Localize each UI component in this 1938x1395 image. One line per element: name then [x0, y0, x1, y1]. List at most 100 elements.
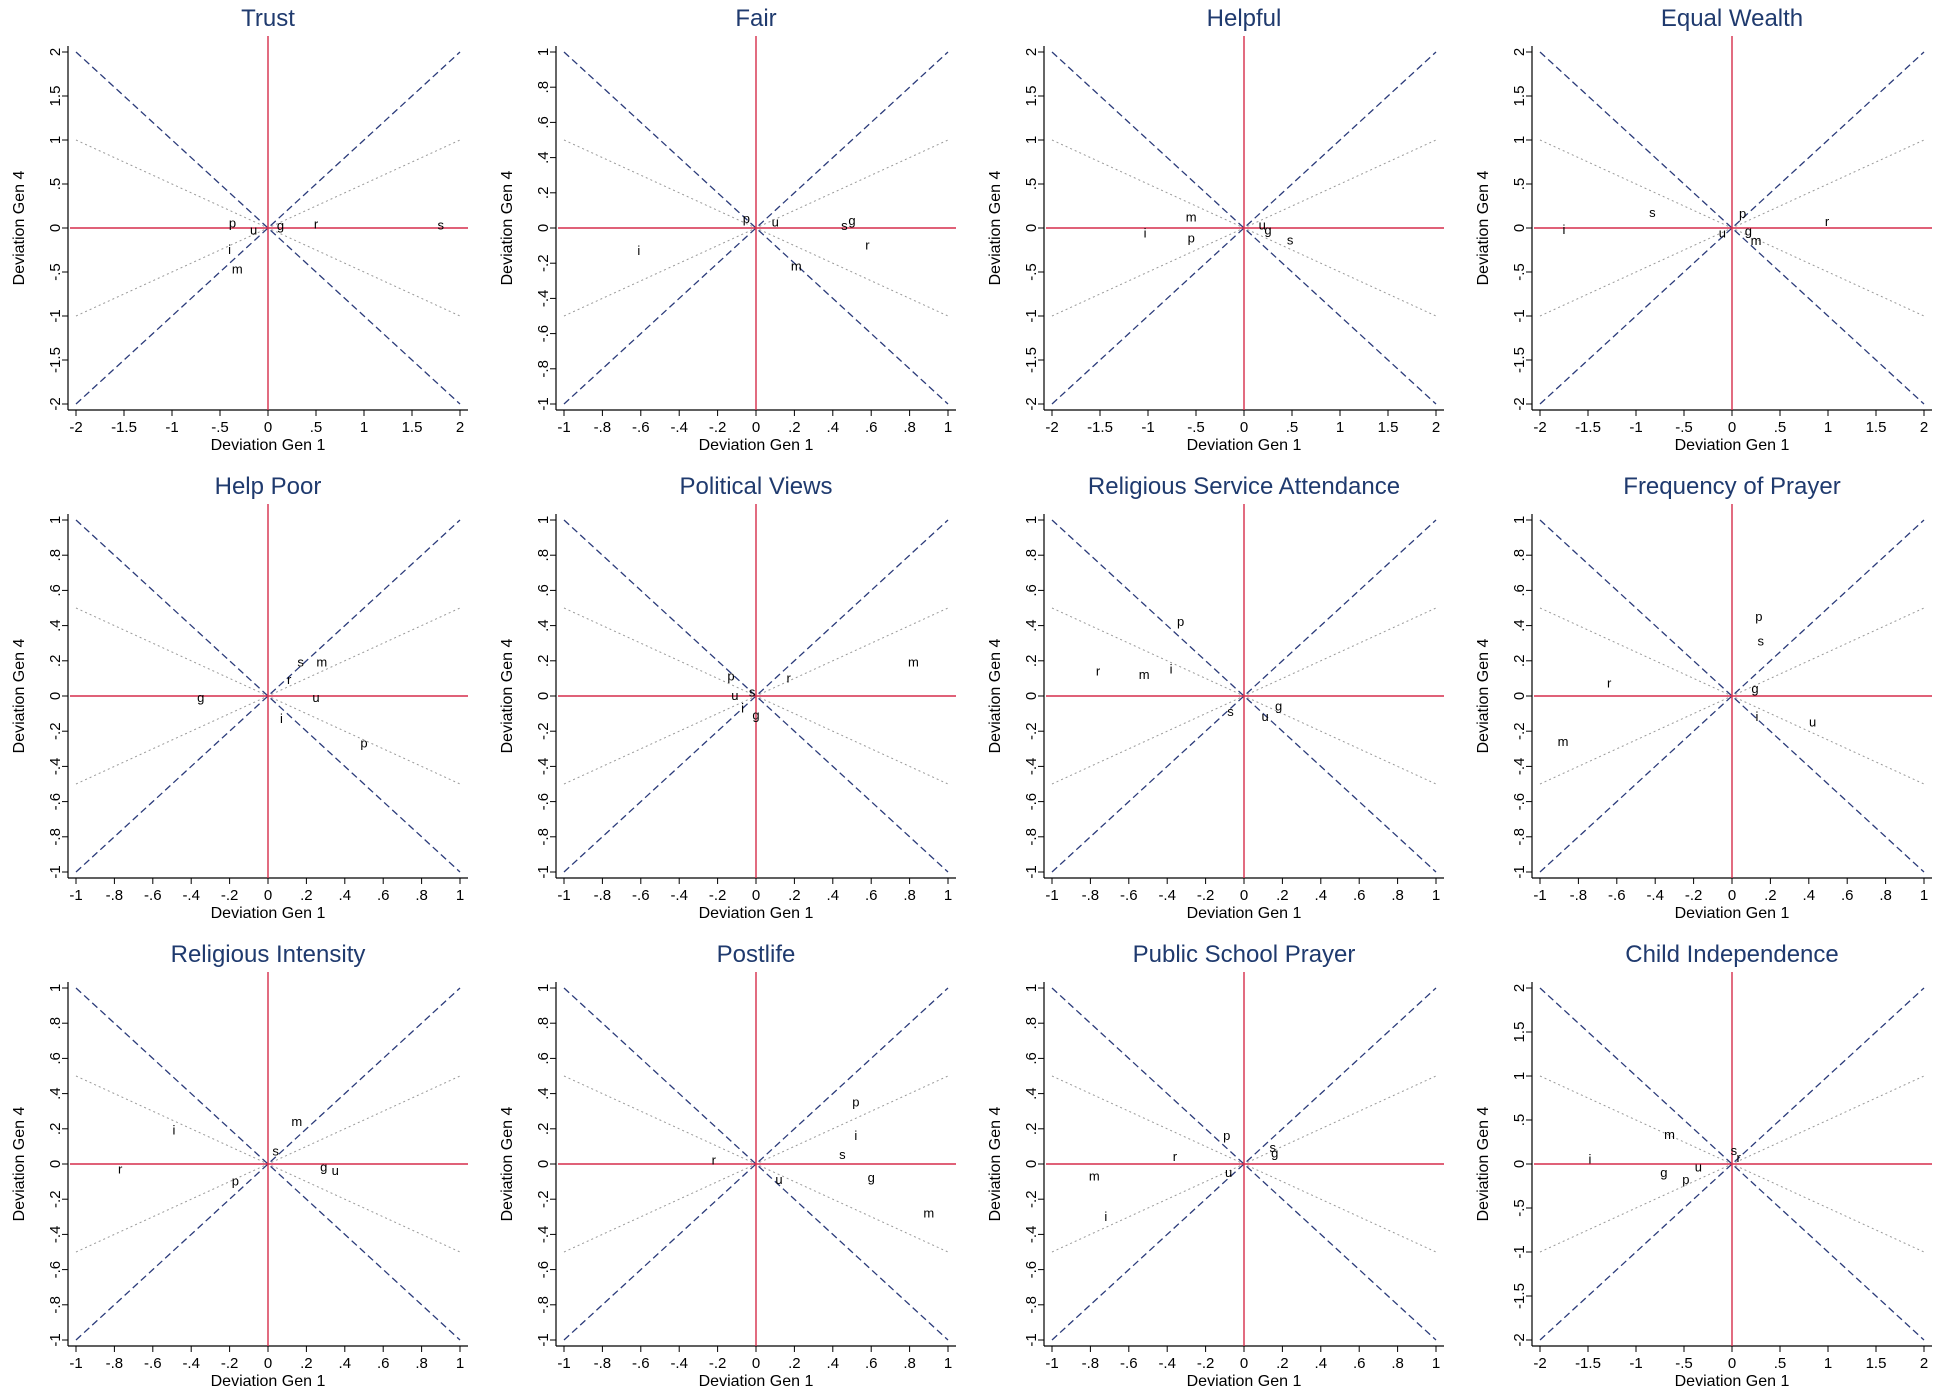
y-tick-label: .6 [1023, 584, 1040, 597]
data-point-g: g [868, 1170, 875, 1185]
y-tick-label: 1 [47, 516, 64, 524]
x-tick-label: -1.5 [111, 419, 137, 436]
y-tick-label: -.8 [47, 828, 64, 846]
y-tick-label: .5 [1511, 1114, 1528, 1127]
y-tick-label: .6 [535, 1052, 552, 1065]
y-tick-label: .4 [1511, 619, 1528, 632]
y-tick-label: .2 [47, 1123, 64, 1136]
data-point-r: r [1737, 1150, 1742, 1165]
x-tick-label: 1 [944, 419, 952, 436]
data-point-r: r [287, 672, 292, 687]
x-tick-label: -.2 [1197, 887, 1215, 904]
y-tick-label: .4 [1023, 619, 1040, 632]
x-tick-label: -.8 [1570, 887, 1588, 904]
y-tick-label: .4 [535, 151, 552, 164]
y-tick-label: -.6 [535, 1261, 552, 1279]
panel-3: Helpful -2 -1.5 -1 -.5 0 .5 1 1.5 2 -2 -1.5 -1 -.5 0 .5… [987, 5, 1444, 454]
diagonal-line [75, 51, 461, 405]
data-point-u: u [1695, 1160, 1702, 1175]
x-tick-label: .5 [1774, 419, 1787, 436]
x-tick-label: .2 [300, 1355, 313, 1372]
x-tick-label: .6 [1353, 1355, 1366, 1372]
y-tick-label: -.6 [1023, 1261, 1040, 1279]
data-point-g: g [320, 1160, 327, 1175]
x-tick-label: -1 [1533, 887, 1546, 904]
x-tick-label: 0 [1728, 887, 1736, 904]
x-axis-label: Deviation Gen 1 [211, 437, 326, 454]
y-tick-label: -1 [1511, 865, 1528, 878]
y-tick-label: -.8 [47, 1296, 64, 1314]
panel-title: Fair [735, 5, 776, 32]
x-tick-label: 0 [752, 1355, 760, 1372]
x-axis-label: Deviation Gen 1 [699, 437, 814, 454]
diagonal-line [563, 51, 949, 405]
data-point-r: r [1173, 1149, 1178, 1164]
x-tick-label: .6 [865, 1355, 878, 1372]
x-tick-label: .5 [310, 419, 323, 436]
data-point-s: s [749, 684, 756, 699]
x-tick-label: 1.5 [1866, 419, 1887, 436]
data-point-g: g [1745, 224, 1752, 239]
y-tick-label: -1.5 [1023, 347, 1040, 373]
y-tick-label: 1 [1511, 1072, 1528, 1080]
y-tick-label: -.4 [1023, 758, 1040, 776]
x-tick-label: .6 [1841, 887, 1854, 904]
y-tick-label: 0 [1511, 692, 1528, 700]
data-point-s: s [297, 655, 304, 670]
x-tick-label: .2 [300, 887, 313, 904]
y-tick-label: 1.5 [1511, 1022, 1528, 1043]
y-tick-label: -1 [1023, 865, 1040, 878]
data-point-m: m [1751, 233, 1762, 248]
x-tick-label: -.2 [1197, 1355, 1215, 1372]
diagonal-line [1539, 987, 1925, 1341]
data-point-r: r [314, 216, 319, 231]
data-point-u: u [1809, 714, 1816, 729]
data-point-p: p [229, 216, 236, 231]
x-tick-label: .2 [1276, 887, 1289, 904]
panel-title: Postlife [717, 941, 796, 968]
x-axis-label: Deviation Gen 1 [699, 1373, 814, 1390]
y-tick-label: -.8 [1023, 1296, 1040, 1314]
data-point-s: s [1270, 1140, 1277, 1155]
y-tick-label: -.2 [47, 722, 64, 740]
x-tick-label: .8 [903, 1355, 916, 1372]
data-point-m: m [791, 259, 802, 274]
data-point-r: r [865, 238, 870, 253]
x-tick-label: 0 [1240, 887, 1248, 904]
x-tick-label: -1 [557, 1355, 570, 1372]
y-tick-label: -1.5 [1511, 347, 1528, 373]
x-tick-label: .8 [903, 419, 916, 436]
x-tick-label: -.4 [670, 887, 688, 904]
data-point-u: u [1259, 217, 1266, 232]
diagonal-line [1539, 519, 1925, 873]
diagonal-line [1539, 519, 1925, 873]
data-point-u: u [775, 1172, 782, 1187]
y-tick-label: -.4 [47, 1226, 64, 1244]
diagonal-line [1539, 987, 1925, 1341]
y-tick-label: .4 [1023, 1087, 1040, 1100]
y-tick-label: -.8 [1511, 828, 1528, 846]
panel-2: Fair -1 -.8 -.6 -.4 -.2 0 .2 .4 .6 .8 1 -1 -.8 -.6 -.4 -… [499, 5, 956, 454]
y-tick-label: .5 [1511, 178, 1528, 191]
y-tick-label: -1 [535, 1333, 552, 1346]
panel-title: Child Independence [1625, 941, 1839, 968]
x-tick-label: 0 [264, 887, 272, 904]
y-axis-label: Deviation Gen 4 [1475, 639, 1492, 754]
x-tick-label: .4 [827, 1355, 840, 1372]
y-tick-label: -.6 [535, 325, 552, 343]
y-tick-label: -2 [1023, 397, 1040, 410]
y-tick-label: .6 [535, 584, 552, 597]
y-tick-label: 0 [47, 692, 64, 700]
data-point-u: u [1262, 709, 1269, 724]
y-tick-label: -.5 [1511, 263, 1528, 281]
diagonal-line [1051, 51, 1437, 405]
diagonal-line [75, 987, 461, 1341]
y-tick-label: 0 [535, 692, 552, 700]
y-axis-label: Deviation Gen 4 [11, 639, 28, 754]
y-tick-label: 1 [1023, 516, 1040, 524]
y-tick-label: -.8 [535, 1296, 552, 1314]
x-tick-label: 1 [1824, 419, 1832, 436]
y-tick-label: .8 [47, 1017, 64, 1030]
y-tick-label: -.5 [47, 263, 64, 281]
y-tick-label: 1 [1511, 516, 1528, 524]
